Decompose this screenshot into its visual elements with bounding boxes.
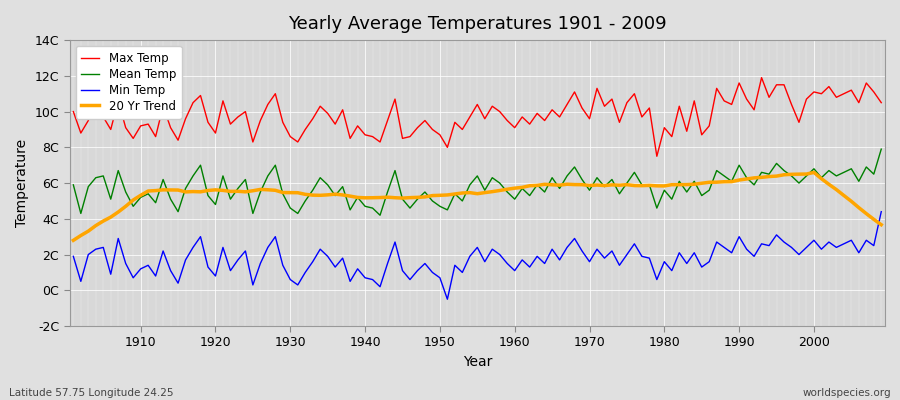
Line: Max Temp: Max Temp (73, 78, 881, 156)
Line: Mean Temp: Mean Temp (73, 149, 881, 215)
Text: Latitude 57.75 Longitude 24.25: Latitude 57.75 Longitude 24.25 (9, 388, 174, 398)
Min Temp (338, 256, 348, 260)
Min Temp (876, 209, 886, 214)
Min Temp (128, 275, 139, 280)
Text: worldspecies.org: worldspecies.org (803, 388, 891, 398)
Max Temp (68, 109, 78, 114)
20 Yr Trend (338, 192, 348, 197)
Line: Min Temp: Min Temp (73, 212, 881, 299)
Mean Temp (68, 182, 78, 187)
Min Temp (68, 254, 78, 259)
Line: 20 Yr Trend: 20 Yr Trend (73, 172, 881, 240)
20 Yr Trend (68, 238, 78, 243)
Mean Temp (607, 177, 617, 182)
Mean Temp (128, 204, 139, 209)
Min Temp (509, 268, 520, 273)
X-axis label: Year: Year (463, 355, 492, 369)
Max Temp (502, 118, 513, 123)
Mean Temp (292, 211, 303, 216)
Title: Yearly Average Temperatures 1901 - 2009: Yearly Average Temperatures 1901 - 2009 (288, 15, 667, 33)
20 Yr Trend (509, 186, 520, 190)
Max Temp (652, 154, 662, 159)
Mean Temp (517, 186, 527, 191)
20 Yr Trend (128, 198, 139, 202)
Max Temp (128, 136, 139, 141)
Max Temp (599, 104, 610, 109)
Min Temp (442, 297, 453, 302)
Mean Temp (338, 184, 348, 189)
Y-axis label: Temperature: Temperature (15, 139, 29, 227)
20 Yr Trend (808, 170, 819, 175)
Min Temp (517, 258, 527, 262)
Min Temp (292, 282, 303, 287)
20 Yr Trend (502, 187, 513, 192)
Max Temp (876, 100, 886, 105)
Mean Temp (509, 197, 520, 202)
20 Yr Trend (599, 183, 610, 188)
Max Temp (509, 125, 520, 130)
Max Temp (292, 140, 303, 144)
20 Yr Trend (292, 190, 303, 195)
Legend: Max Temp, Mean Temp, Min Temp, 20 Yr Trend: Max Temp, Mean Temp, Min Temp, 20 Yr Tre… (76, 46, 182, 119)
Min Temp (607, 248, 617, 253)
Mean Temp (876, 147, 886, 152)
Max Temp (338, 108, 348, 112)
20 Yr Trend (876, 222, 886, 227)
Mean Temp (374, 213, 385, 218)
Max Temp (756, 75, 767, 80)
